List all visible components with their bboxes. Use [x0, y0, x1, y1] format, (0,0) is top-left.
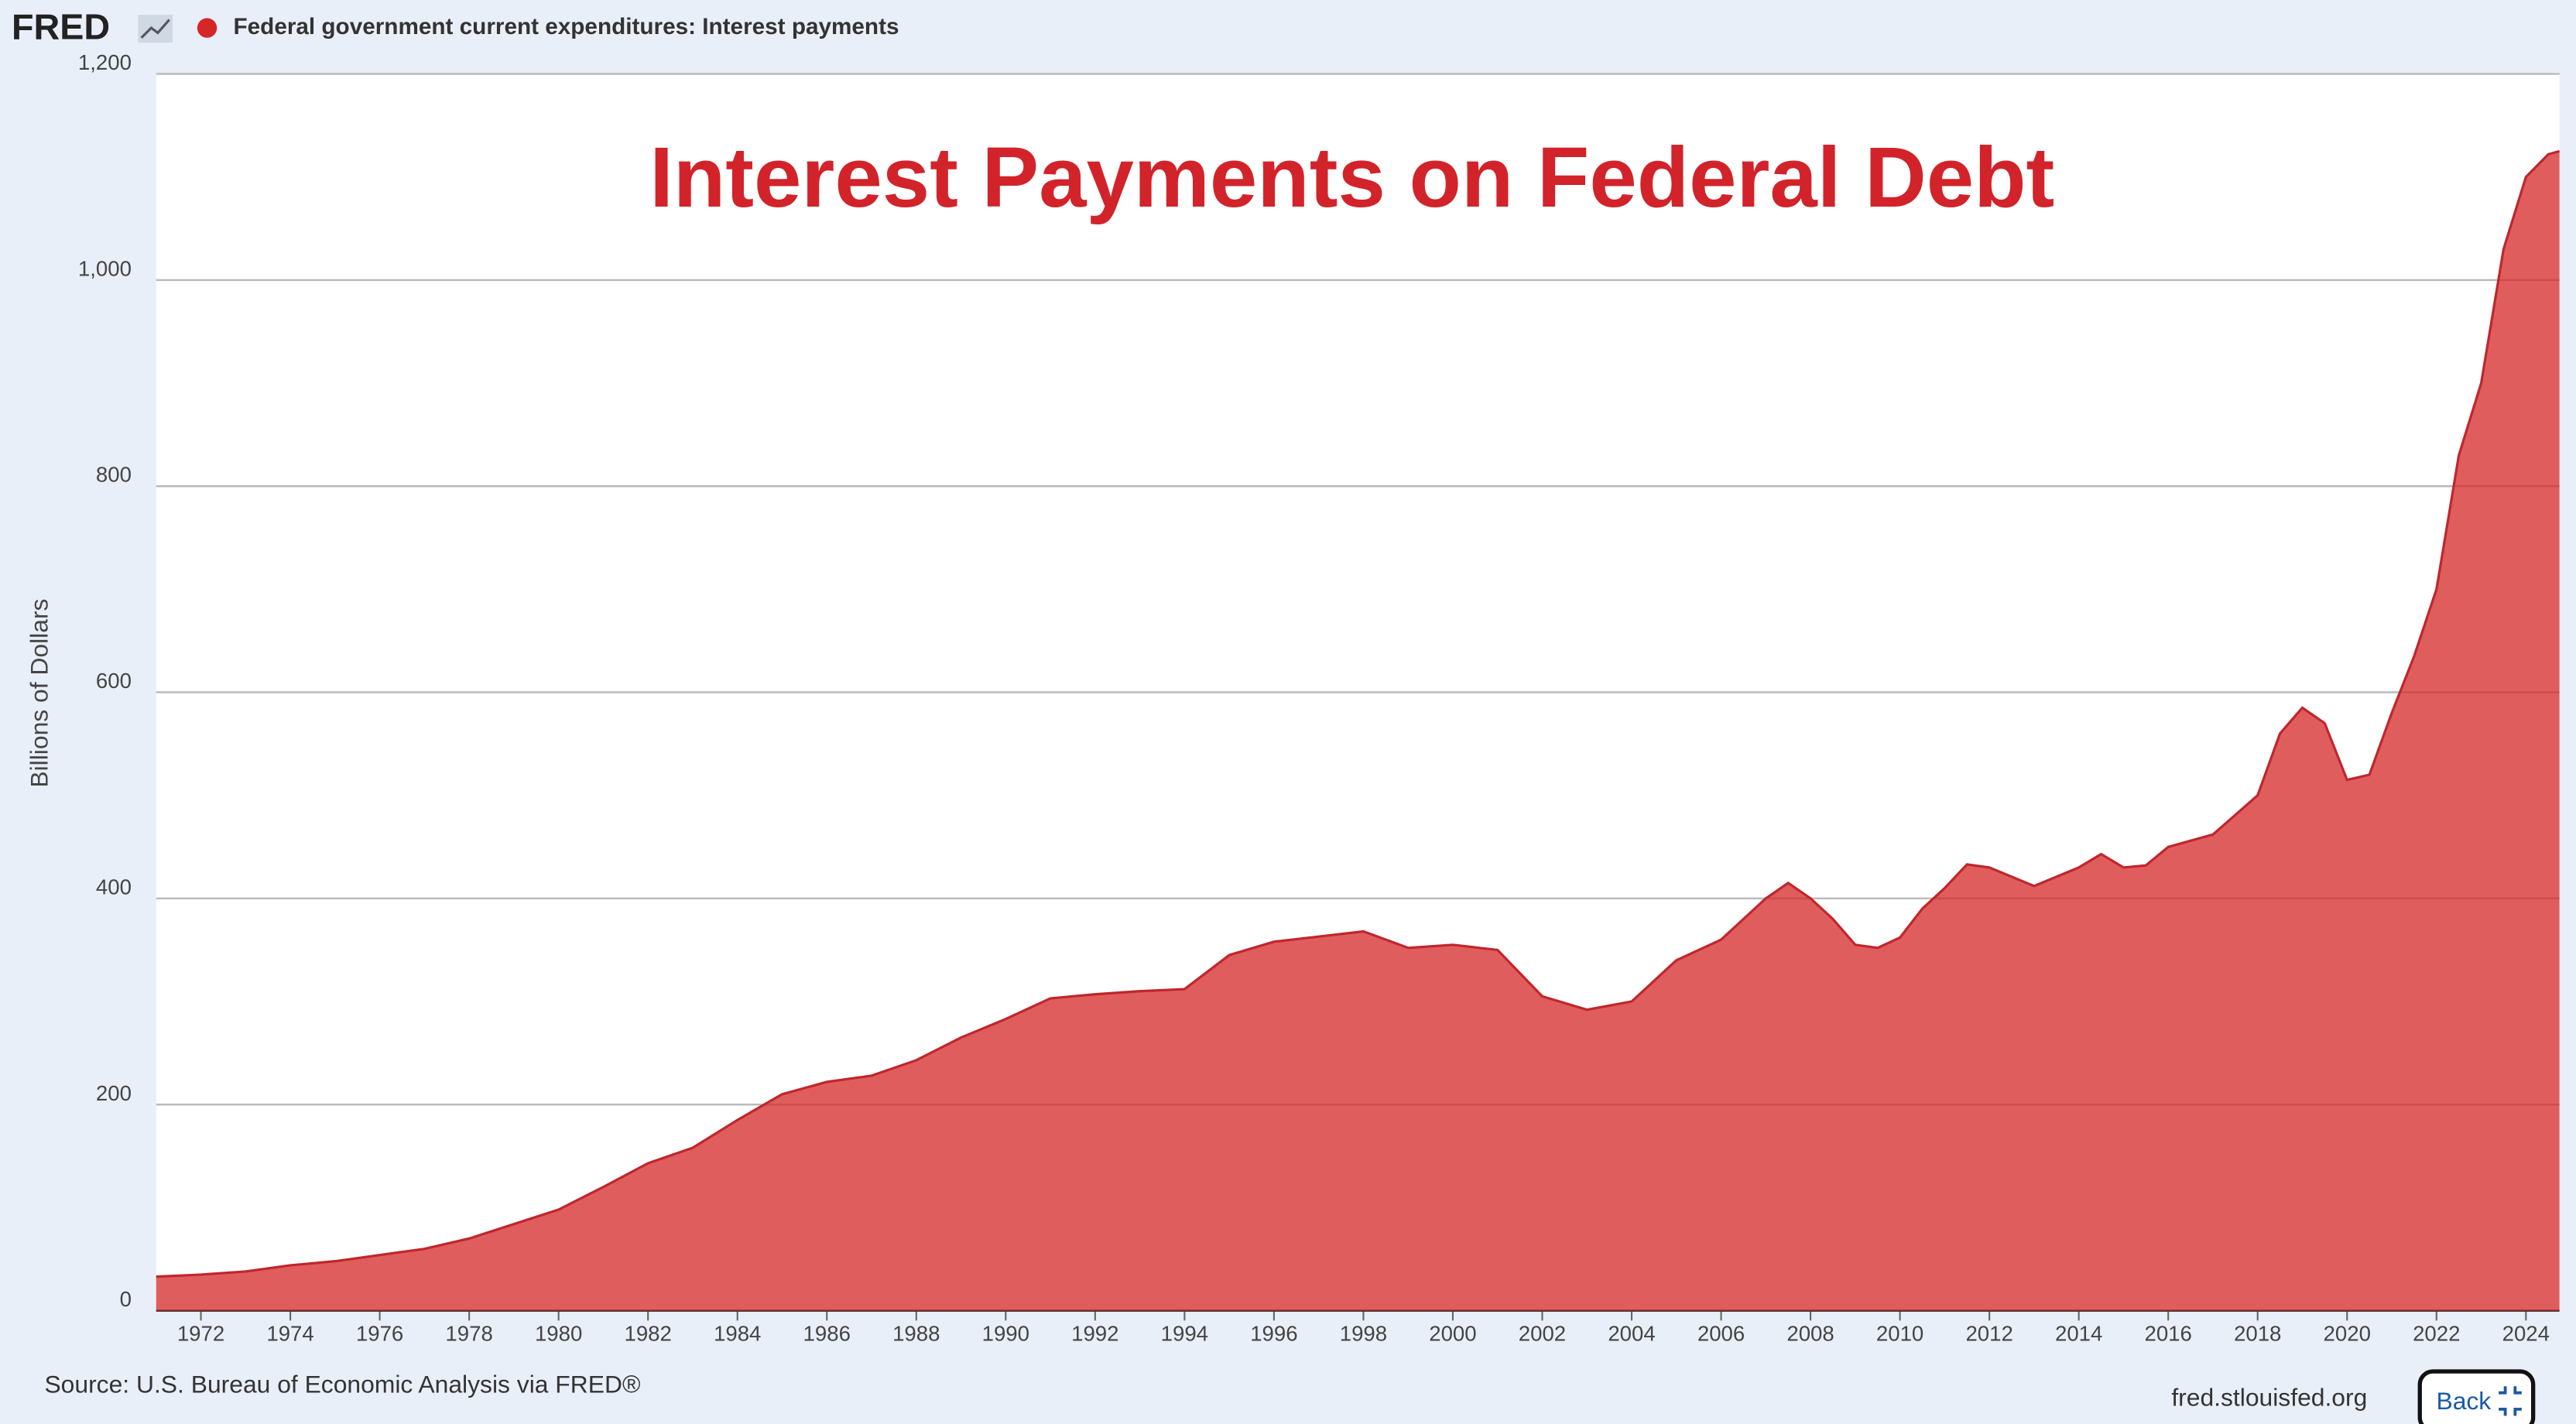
- chart-title: Interest Payments on Federal Debt: [649, 130, 2054, 225]
- x-tick-label: 2012: [1965, 1322, 2012, 1346]
- x-tick-label: 2024: [2502, 1322, 2550, 1346]
- y-tick-label: 200: [96, 1081, 132, 1105]
- logo-icon: [138, 15, 173, 43]
- y-tick-label: 0: [120, 1287, 132, 1311]
- x-tick-label: 2020: [2324, 1322, 2371, 1346]
- site-link[interactable]: fred.stlouisfed.org: [2171, 1384, 2367, 1412]
- x-tick-label: 1974: [266, 1322, 313, 1346]
- x-tick-label: 2000: [1429, 1322, 1476, 1346]
- x-tick-label: 1984: [714, 1322, 761, 1346]
- x-tick-label: 1982: [624, 1322, 671, 1346]
- x-tick-label: 1998: [1340, 1322, 1387, 1346]
- x-tick-label: 2006: [1697, 1322, 1745, 1346]
- y-tick-label: 1,200: [78, 50, 132, 74]
- x-tick-label: 1994: [1161, 1322, 1208, 1346]
- y-tick-label: 800: [96, 463, 132, 487]
- x-tick-label: 1972: [177, 1322, 224, 1346]
- x-tick-label: 1986: [803, 1322, 851, 1346]
- y-tick-label: 400: [96, 875, 132, 899]
- y-tick-label: 1,000: [78, 256, 132, 280]
- x-tick-label: 1992: [1071, 1322, 1118, 1346]
- legend-label: Federal government current expenditures:…: [234, 14, 899, 39]
- x-tick-label: 2004: [1608, 1322, 1655, 1346]
- legend-marker: [197, 18, 218, 38]
- x-tick-label: 2008: [1786, 1322, 1834, 1346]
- x-tick-label: 2022: [2413, 1322, 2460, 1346]
- area: [156, 151, 2560, 1311]
- x-tick-label: 1990: [982, 1322, 1029, 1346]
- x-tick-label: 1988: [892, 1322, 940, 1346]
- y-axis-label: Billions of Dollars: [26, 599, 53, 788]
- x-tick-label: 2018: [2234, 1322, 2281, 1346]
- x-tick-label: 2014: [2055, 1322, 2102, 1346]
- area-line: [156, 149, 2561, 1279]
- back-icon: [2499, 1386, 2522, 1416]
- back-label[interactable]: Back: [2436, 1387, 2491, 1415]
- x-tick-label: 2016: [2145, 1322, 2192, 1346]
- y-tick-label: 600: [96, 669, 132, 693]
- x-tick-label: 1978: [445, 1322, 492, 1346]
- x-tick-label: 2002: [1519, 1322, 1566, 1346]
- x-tick-label: 1976: [356, 1322, 403, 1346]
- source: Source: U.S. Bureau of Economic Analysis…: [44, 1371, 640, 1398]
- x-tick-label: 2010: [1876, 1322, 1923, 1346]
- logo: FRED: [12, 7, 110, 47]
- logo-icon-line: [140, 19, 170, 39]
- x-tick-label: 1980: [535, 1322, 582, 1346]
- x-tick-label: 1996: [1250, 1322, 1297, 1346]
